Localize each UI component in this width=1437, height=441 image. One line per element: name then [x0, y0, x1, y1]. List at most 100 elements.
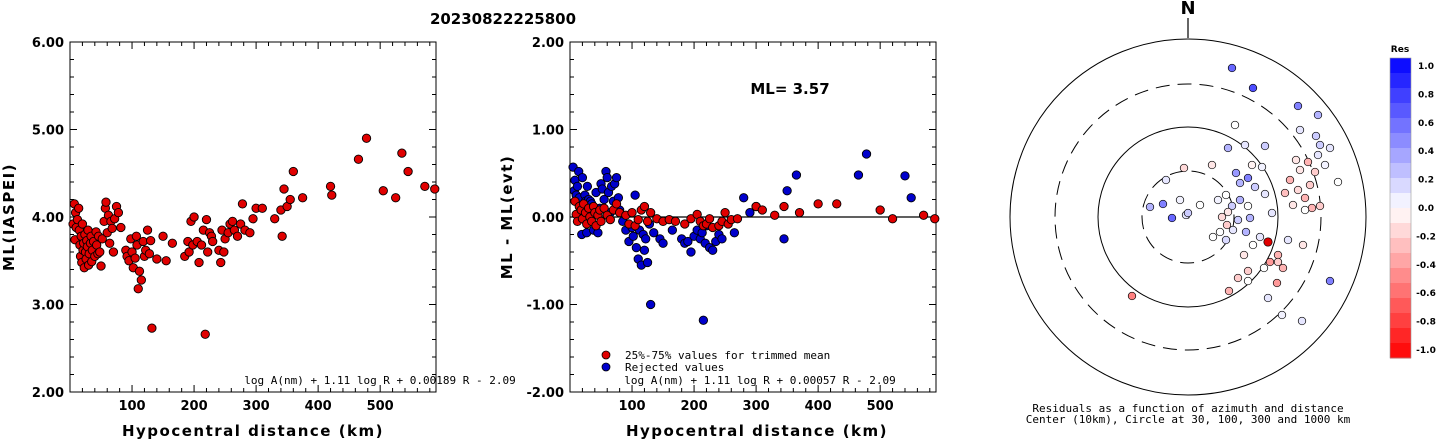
- rejected-point: [577, 172, 588, 183]
- rejected-point: [611, 172, 622, 183]
- colorbar-segment: [1390, 133, 1411, 149]
- data-point: [325, 181, 336, 192]
- station-residual: [1248, 240, 1258, 250]
- colorbar-segment: [1390, 148, 1411, 164]
- rejected-point: [782, 186, 792, 196]
- colorbar-segment: [1390, 283, 1411, 299]
- panel1-xtick-label: 300: [243, 399, 270, 414]
- station-residual: [1233, 273, 1243, 283]
- trimmed-point: [670, 216, 681, 227]
- station-residual: [1298, 240, 1308, 250]
- data-point: [147, 323, 157, 333]
- station-residual: [1257, 162, 1267, 172]
- colorbar-segment: [1390, 313, 1411, 329]
- station-residual: [1227, 201, 1237, 211]
- rejected-point: [717, 234, 727, 244]
- station-residual: [1325, 276, 1335, 286]
- panel2-xtick-label: 200: [680, 399, 707, 414]
- panel2-ylabel: ML - ML(evt): [498, 155, 516, 279]
- station-residual: [1297, 316, 1307, 326]
- data-point: [216, 257, 226, 268]
- station-residual: [1277, 310, 1287, 320]
- station-residual: [1243, 266, 1253, 276]
- data-point: [391, 193, 401, 203]
- ring-100km: [1097, 126, 1279, 308]
- colorbar-tick-label: 0.2: [1418, 176, 1434, 186]
- ring-30km: [1141, 170, 1235, 264]
- rejected-point: [658, 238, 668, 248]
- data-point: [232, 231, 243, 241]
- panel1-xtick-label: 400: [305, 399, 332, 414]
- data-point: [133, 284, 143, 294]
- station-residual: [1267, 208, 1277, 218]
- trimmed-point: [645, 207, 656, 218]
- rejected-point: [639, 245, 650, 255]
- station-residual: [1310, 167, 1320, 177]
- data-point: [203, 247, 213, 257]
- colorbar-segment: [1390, 208, 1411, 224]
- ring-1000km: [1009, 38, 1367, 396]
- data-point: [105, 238, 115, 248]
- event-marker: [1263, 237, 1273, 247]
- data-point: [397, 148, 407, 158]
- panel1-xtick-label: 500: [367, 399, 394, 414]
- colorbar-tick-label: -0.8: [1416, 318, 1436, 328]
- data-point: [420, 181, 430, 192]
- panel2-xtick-label: 100: [618, 399, 645, 414]
- trimmed-point: [930, 214, 940, 224]
- rejected-point: [906, 193, 916, 203]
- station-residual: [1305, 180, 1315, 190]
- data-point: [184, 247, 194, 257]
- station-residual: [1273, 250, 1283, 260]
- data-point: [134, 266, 145, 276]
- station-residual: [1260, 189, 1270, 199]
- station-residual: [1278, 263, 1288, 273]
- rejected-point: [900, 171, 910, 181]
- data-point: [327, 190, 337, 200]
- colorbar-segment: [1390, 268, 1411, 284]
- panel2-xlabel: Hypocentral distance (km): [626, 422, 888, 440]
- station-residual: [1250, 182, 1260, 192]
- panel-ml-iaspei: 2.00 3.00 4.00 5.00 6.00 100 200 300 400 500 log …: [0, 36, 516, 440]
- trimmed-point: [633, 214, 643, 225]
- colorbar-segment: [1390, 193, 1411, 209]
- panel1-xlabel: Hypocentral distance (km): [122, 422, 384, 440]
- trimmed-point: [875, 205, 885, 215]
- panel2-ytick-label: -1.00: [527, 299, 564, 314]
- station-residual: [1224, 286, 1234, 296]
- station-residual: [1259, 263, 1269, 273]
- rejected-point: [708, 245, 718, 255]
- colorbar-tick-label: 0.8: [1418, 90, 1434, 100]
- trimmed-point: [642, 216, 653, 227]
- rejected-point: [745, 207, 755, 218]
- panel-residuals: -2.00 -1.00 0.00 1.00 2.00 100 200 300 400 500 ML…: [498, 36, 940, 440]
- ring-300km: [1054, 83, 1322, 351]
- panel-azimuth: N Residuals as a function of azimuth and…: [1009, 0, 1436, 426]
- colorbar-frame: [1389, 57, 1412, 359]
- data-point: [145, 235, 156, 246]
- station-residual: [1320, 160, 1330, 170]
- data-point: [130, 253, 140, 263]
- data-point: [201, 214, 212, 225]
- data-point: [108, 247, 119, 257]
- colorbar-tick-label: 1.0: [1418, 62, 1434, 72]
- caption-line-1: Residuals as a function of azimuth and d…: [1032, 402, 1343, 415]
- trimmed-point: [639, 201, 650, 212]
- data-point: [257, 203, 267, 213]
- ml-annotation: ML= 3.57: [750, 80, 829, 98]
- caption-line-2: Center (10km), Circle at 30, 100, 300 an…: [1026, 413, 1351, 426]
- legend-rejected-label: Rejected values: [625, 361, 724, 374]
- station-residual: [1313, 150, 1323, 160]
- station-residual: [1239, 250, 1249, 260]
- rejected-point: [698, 315, 709, 325]
- trimmed-point: [832, 199, 842, 209]
- data-point: [116, 222, 126, 233]
- panel1-xtick-label: 200: [180, 399, 207, 414]
- rejected-point: [861, 149, 872, 159]
- data-point: [95, 247, 105, 257]
- data-point: [227, 216, 238, 227]
- trimmed-point: [611, 199, 622, 209]
- station-residual: [1283, 235, 1293, 245]
- panel1-ytick-label: 5.00: [32, 124, 64, 139]
